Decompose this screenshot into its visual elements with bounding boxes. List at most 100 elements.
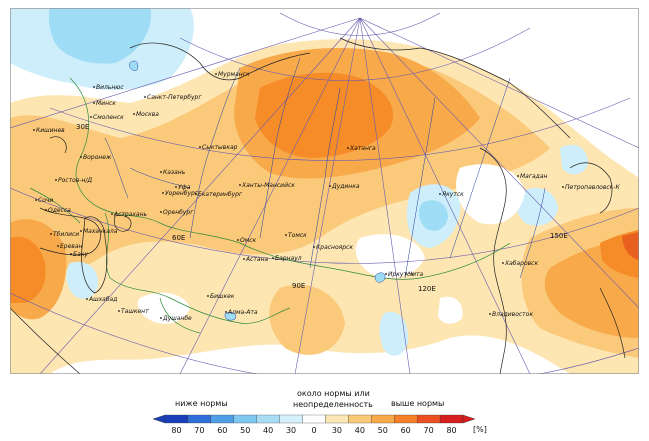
legend-tick-label: 40	[355, 426, 365, 435]
city-marker	[329, 185, 331, 187]
meridian-labels: 30E 60E 90E 120E 150E	[76, 123, 568, 293]
city-marker	[57, 245, 59, 247]
city-label: Ростов-н/Д	[58, 177, 92, 184]
city-label: Хабаровск	[504, 260, 538, 267]
legend-swatch	[187, 414, 211, 424]
meridian-label: 30E	[76, 123, 89, 131]
city-marker	[50, 233, 52, 235]
legend-end-high	[462, 414, 476, 424]
legend-tick-label: 60	[217, 426, 227, 435]
meridian-label: 60E	[172, 234, 185, 242]
legend-swatch	[256, 414, 280, 424]
legend-near-label-line2: неопределенность	[293, 400, 373, 409]
city-marker	[160, 211, 162, 213]
city-marker	[237, 239, 239, 241]
city-marker	[405, 273, 407, 275]
city-marker	[243, 258, 245, 260]
meridian-label: 120E	[418, 285, 436, 293]
legend-swatch	[164, 414, 189, 424]
legend-swatch	[233, 414, 257, 424]
city-label: Мурманск	[218, 71, 250, 78]
city-label: Алма-Ата	[227, 309, 258, 316]
legend-tick-label: 0	[311, 426, 316, 435]
graticule	[10, 12, 639, 374]
legend-tick-label: 70	[424, 426, 434, 435]
city-marker	[347, 147, 349, 149]
legend-swatch	[348, 414, 372, 424]
legend-swatch	[302, 414, 326, 424]
city-label: Владивосток	[492, 311, 533, 318]
city-label: Минск	[96, 100, 116, 107]
legend-tick-label: 80	[446, 426, 456, 435]
legend-tick-label: 50	[240, 426, 250, 435]
city-label: Кишинев	[36, 127, 65, 134]
city-label: Красноярск	[316, 244, 353, 251]
city-label: Воронеж	[83, 154, 112, 161]
legend-unit: [%]	[473, 425, 487, 434]
city-marker	[517, 175, 519, 177]
legend-swatch	[439, 414, 464, 424]
city-label: Ашхабад	[88, 296, 117, 303]
city-marker	[215, 73, 217, 75]
city-label: Чита	[408, 271, 424, 278]
city-labels: Мурманск Вильнюс Санкт-Петербург Минск Москв…	[33, 71, 620, 322]
legend: ниже нормы около нормы или неопределенно…	[145, 383, 505, 435]
legend-swatch	[210, 414, 234, 424]
city-label: Бишкек	[210, 293, 235, 300]
city-label: Уоренбург	[165, 190, 199, 197]
city-marker	[207, 295, 209, 297]
legend-swatch	[394, 414, 418, 424]
city-label: Уфа	[178, 184, 191, 191]
meridian-label: 150E	[550, 232, 568, 240]
city-marker	[160, 317, 162, 319]
city-marker	[80, 156, 82, 158]
city-marker	[313, 246, 315, 248]
city-marker	[199, 146, 201, 148]
city-marker	[93, 102, 95, 104]
city-marker	[111, 213, 113, 215]
city-marker	[195, 193, 197, 195]
legend-above-label: выше нормы	[391, 399, 445, 408]
city-marker	[160, 171, 162, 173]
city-label: Сыктывкар	[202, 144, 238, 151]
city-label: Душанбе	[162, 315, 192, 322]
city-marker	[272, 257, 274, 259]
city-label: Иркутск	[388, 271, 414, 278]
city-label: Сочи	[38, 197, 53, 204]
city-label: Барнаул	[275, 255, 302, 262]
city-label: Магадан	[520, 173, 548, 180]
city-label: Хатанга	[349, 145, 376, 152]
anomaly-zone-above-60	[255, 72, 394, 158]
city-label: Петропавловск-К	[565, 184, 620, 191]
city-marker	[162, 192, 164, 194]
city-marker	[70, 253, 72, 255]
city-label: Смоленск	[93, 114, 124, 121]
city-label: Астана	[245, 256, 268, 263]
city-label: Якутск	[441, 191, 464, 198]
legend-tick-label: 60	[401, 426, 411, 435]
country-borders	[29, 77, 511, 334]
city-label: Омск	[240, 237, 257, 244]
city-marker	[55, 179, 57, 181]
coastlines	[10, 37, 626, 374]
city-label: Тбилиси	[53, 231, 79, 238]
city-marker	[45, 209, 47, 211]
legend-swatch	[417, 414, 441, 424]
city-label: Ханты-Мансийск	[241, 182, 295, 189]
city-label: Дудинка	[331, 183, 360, 190]
legend-swatch	[371, 414, 395, 424]
legend-tick-label: 70	[194, 426, 204, 435]
city-marker	[90, 116, 92, 118]
city-label: Санкт-Петербург	[147, 94, 202, 101]
legend-tick-label: 40	[263, 426, 273, 435]
city-marker	[502, 262, 504, 264]
city-label: Ташкент	[121, 308, 149, 315]
city-marker	[118, 310, 120, 312]
city-marker	[80, 230, 82, 232]
forecast-map: 30E 60E 90E 120E 150E Мурманск Вильнюс Санкт-П…	[10, 8, 639, 374]
city-label: Астрахань	[113, 211, 148, 218]
city-label: Москва	[136, 111, 159, 118]
city-marker	[144, 96, 146, 98]
legend-tick-label: 50	[378, 426, 388, 435]
city-marker	[439, 193, 441, 195]
